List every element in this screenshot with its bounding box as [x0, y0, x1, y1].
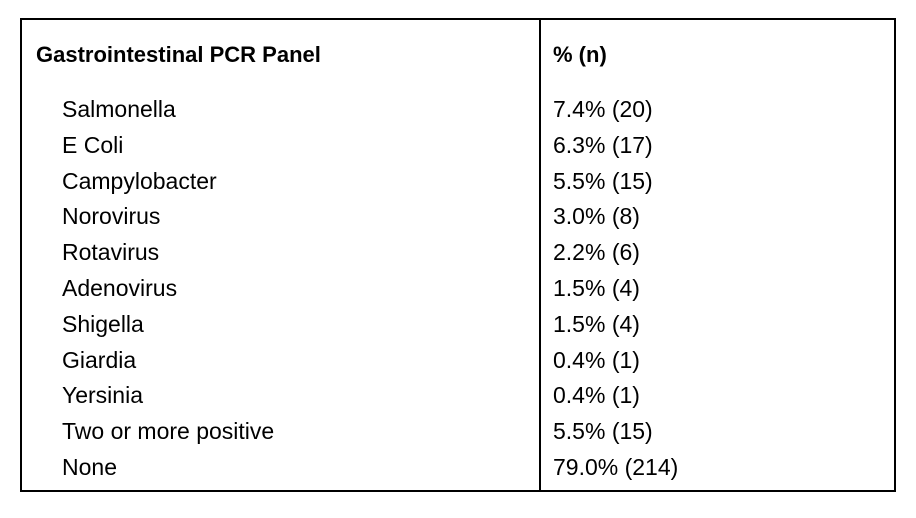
pathogen-name: Yersinia: [62, 382, 143, 409]
pathogen-value: 0.4% (1): [553, 346, 640, 373]
table-row: Shigella 1.5% (4): [22, 307, 894, 343]
table-row: Norovirus 3.0% (8): [22, 199, 894, 235]
pathogen-name: None: [62, 453, 117, 480]
pathogen-name: Norovirus: [62, 203, 161, 230]
pathogen-value: 5.5% (15): [553, 418, 653, 445]
pathogen-value: 79.0% (214): [553, 453, 679, 480]
pathogen-value: 7.4% (20): [553, 96, 653, 122]
table-body: Salmonella 7.4% (20) E Coli 6.3% (17) Ca…: [22, 92, 894, 486]
table-row: None 79.0% (214): [22, 450, 894, 486]
column-divider: [539, 20, 541, 490]
header-percent-count: % (n): [553, 42, 607, 67]
table-row: Rotavirus 2.2% (6): [22, 235, 894, 271]
pathogen-name: Salmonella: [62, 96, 176, 122]
pathogen-value: 1.5% (4): [553, 310, 640, 337]
pathogen-name: Giardia: [62, 346, 137, 373]
table-row: Adenovirus 1.5% (4): [22, 271, 894, 307]
pathogen-name: Adenovirus: [62, 274, 178, 301]
pcr-panel-table: Gastrointestinal PCR Panel % (n) Salmone…: [20, 18, 896, 492]
pathogen-name: Shigella: [62, 310, 144, 337]
pathogen-value: 1.5% (4): [553, 274, 640, 301]
pathogen-name: E Coli: [62, 131, 124, 158]
table-row: Two or more positive 5.5% (15): [22, 414, 894, 450]
pathogen-value: 3.0% (8): [553, 203, 640, 230]
pathogen-name: Rotavirus: [62, 239, 160, 266]
pathogen-value: 5.5% (15): [553, 167, 653, 194]
table-row: Salmonella 7.4% (20): [22, 92, 894, 128]
table-row: Giardia 0.4% (1): [22, 343, 894, 379]
header-panel-name: Gastrointestinal PCR Panel: [36, 42, 321, 67]
pathogen-value: 6.3% (17): [553, 131, 653, 158]
pathogen-value: 2.2% (6): [553, 239, 640, 266]
table-row: Yersinia 0.4% (1): [22, 378, 894, 414]
table-row: E Coli 6.3% (17): [22, 128, 894, 164]
table-row: Campylobacter 5.5% (15): [22, 164, 894, 200]
pathogen-name: Campylobacter: [62, 167, 217, 194]
pathogen-value: 0.4% (1): [553, 382, 640, 409]
pathogen-name: Two or more positive: [62, 418, 275, 445]
